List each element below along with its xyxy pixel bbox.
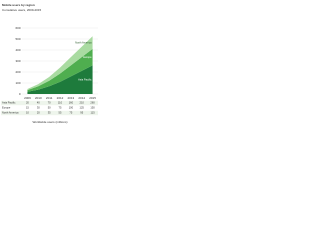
- table-cell: 260: [90, 101, 95, 105]
- row-label: Europe: [2, 106, 11, 110]
- table-cell: 150: [90, 106, 95, 110]
- table-cell: 115: [91, 111, 96, 115]
- x-tick-label: 2011: [46, 96, 53, 100]
- table-cell: 160: [69, 101, 74, 105]
- table-cell: 20: [26, 101, 29, 105]
- table-cell: 70: [48, 101, 51, 105]
- y-tick-label: 300: [15, 59, 20, 63]
- table-cell: 75: [69, 111, 72, 115]
- y-tick-label: 400: [15, 48, 20, 52]
- x-tick-label: 2013: [68, 96, 75, 100]
- y-tick-label: 500: [15, 37, 20, 41]
- table-cell: 95: [80, 111, 83, 115]
- x-tick-label: 2012: [57, 96, 64, 100]
- table-cell: 110: [58, 101, 63, 105]
- table-row: [1, 105, 98, 111]
- table-cell: 40: [37, 101, 40, 105]
- table-cell: 50: [48, 106, 51, 110]
- series-label: North America: [75, 40, 92, 44]
- x-tick-label: 2014: [78, 96, 85, 100]
- series-label: Asia Pacific: [78, 77, 92, 81]
- x-tick-label: 2009: [24, 96, 31, 100]
- table-cell: 125: [80, 106, 85, 110]
- row-label: Asia Pacific: [2, 101, 16, 105]
- table-cell: 100: [69, 106, 74, 110]
- table-cell: 55: [59, 111, 62, 115]
- table-cell: 210: [80, 101, 85, 105]
- area: [27, 48, 93, 92]
- table-cell: 15: [26, 106, 29, 110]
- table-cell: 30: [37, 106, 40, 110]
- area: [27, 65, 93, 94]
- y-tick-label: 0: [19, 92, 21, 96]
- table-row: [1, 100, 98, 106]
- row-label: North America: [2, 111, 19, 115]
- x-tick-label: 2015: [89, 96, 96, 100]
- table-cell: 75: [59, 106, 62, 110]
- series-label: Europe: [83, 55, 92, 59]
- x-tick-label: 2010: [35, 96, 42, 100]
- x-axis-label: Worldwide users (millions): [33, 120, 68, 124]
- table-cell: 35: [48, 111, 51, 115]
- table-cell: 10: [26, 111, 29, 115]
- table-cell: 20: [37, 111, 40, 115]
- chart-title: Mobile users by region: [2, 3, 35, 7]
- chart: Mobile users by region Cumulative users,…: [1, 3, 98, 124]
- chart-subtitle: Cumulative users, 2009-2015: [2, 8, 42, 12]
- table-row: [1, 110, 98, 116]
- y-tick-label: 200: [15, 70, 20, 74]
- y-tick-label: 600: [15, 26, 20, 30]
- y-tick-label: 100: [15, 81, 20, 85]
